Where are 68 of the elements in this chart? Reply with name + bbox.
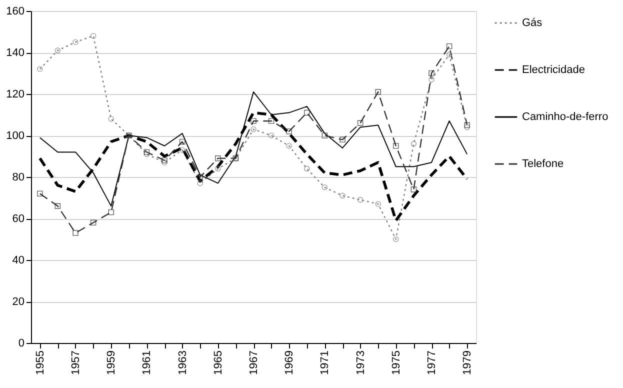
legend-label: Electricidade [522,64,585,76]
y-tick-label: 120 [6,88,24,100]
point [250,126,256,132]
point [54,203,61,209]
x-tick-label: 1961 [141,350,154,375]
point [322,184,328,190]
x-tick-label: 1957 [70,350,82,375]
y-tick-label: 40 [12,254,24,266]
x-tick-label: 1977 [426,350,438,375]
x-tick-label: 1979 [462,350,474,375]
point [72,230,78,236]
point [144,151,150,158]
point [197,180,203,186]
point [393,236,399,242]
legend-label: Gás [522,17,543,29]
point [286,142,292,149]
point [428,76,434,82]
y-tick-label: 20 [12,296,24,308]
x-tick-label: 1969 [284,350,296,375]
y-tick-label: 140 [6,47,24,59]
x-tick-label: 1963 [176,350,189,375]
point [250,118,256,124]
x-tick-label: 1971 [319,350,332,375]
x-tick-label: 1959 [106,350,118,375]
y-tick-label: 0 [18,338,24,350]
y-tick-label: 160 [6,6,24,18]
point [37,190,43,196]
x-tick-label: 1955 [34,350,46,375]
point [108,116,114,122]
point [197,174,203,180]
point [357,120,364,126]
point [446,43,452,50]
point [304,110,310,116]
point [144,149,150,155]
point [304,166,310,172]
point [340,192,346,199]
point [54,48,61,54]
x-tick-label: 1973 [354,350,367,375]
point [375,89,381,95]
y-tick-label: 60 [12,213,24,225]
legend-label: Caminho-de-ferro [522,111,608,123]
y-tick-label: 80 [12,172,24,184]
point [108,209,114,216]
point [215,155,221,162]
point [322,132,328,138]
point [357,196,364,203]
point [215,166,221,172]
point [410,140,417,147]
point [37,66,43,72]
point [90,220,96,226]
x-tick-label: 1965 [212,350,224,375]
point [428,70,434,76]
x-tick-label: 1975 [390,350,402,375]
point [72,39,78,46]
point [268,118,274,124]
point [446,52,452,58]
point [179,138,186,145]
point [393,142,399,149]
point [179,147,186,153]
point [410,186,417,192]
point [268,132,274,138]
y-tick-label: 100 [6,130,24,142]
point [340,136,346,143]
point [90,33,96,39]
point [286,128,292,134]
legend-label: Telefone [522,158,564,170]
x-tick-label: 1967 [248,350,260,375]
point [375,201,381,207]
